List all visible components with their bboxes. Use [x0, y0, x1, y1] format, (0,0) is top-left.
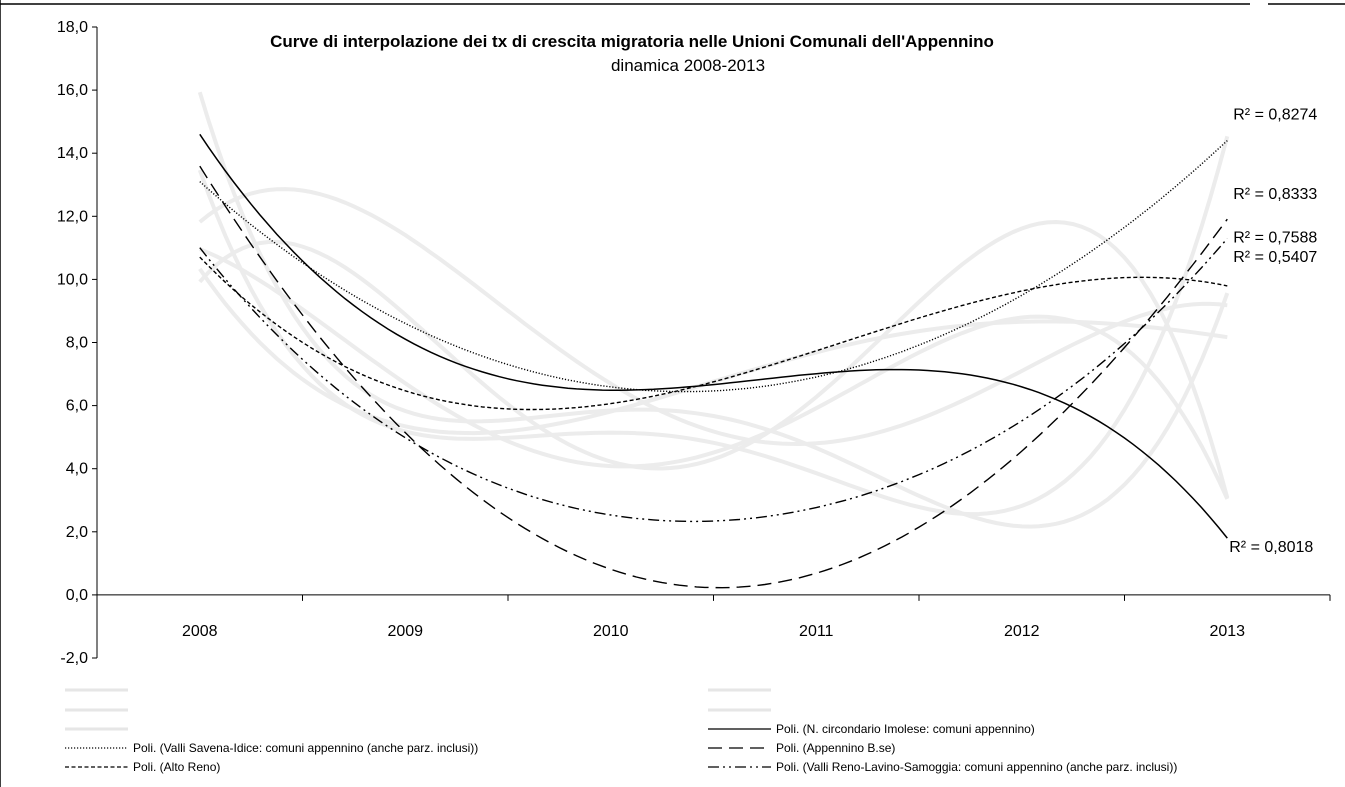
chart-title: Curve di interpolazione dei tx di cresci…: [270, 32, 994, 51]
r2-label-1: R² = 0,8274: [1233, 107, 1317, 124]
background-curve-2: [198, 219, 1230, 499]
y-tick-label: -2,0: [60, 650, 88, 667]
background-curve-1: [198, 187, 1228, 447]
axes: -2,0 0,0 2,0 4,0 6,0 8,0 10,0 12,0 14,0 16,0 18,0 2…: [57, 19, 1331, 667]
r2-label-0: R² = 0,8018: [1229, 539, 1313, 556]
series-lines: [199, 133, 1228, 589]
background-curve-0: [197, 91, 1230, 529]
r2-labels: R² = 0,8018 R² = 0,8274 R² = 0,8333 R² = 0,…: [1229, 107, 1317, 557]
background-curve-4: [197, 135, 1230, 517]
y-tick-label: 4,0: [66, 461, 88, 478]
y-tick-label: 8,0: [66, 335, 88, 352]
series-line-3: [199, 256, 1228, 411]
y-tick-label: 16,0: [57, 82, 88, 99]
r2-label-2: R² = 0,8333: [1233, 186, 1317, 203]
x-tick-label: 2008: [182, 623, 218, 640]
r2-label-4: R² = 0,7588: [1233, 229, 1317, 246]
y-tick-label: 2,0: [66, 524, 88, 541]
x-tick-label: 2009: [387, 623, 423, 640]
series-line-4: [199, 238, 1228, 523]
y-tick-label: 18,0: [57, 19, 88, 36]
x-tick-label: 2011: [799, 623, 834, 640]
y-tick-label: 0,0: [66, 587, 88, 604]
legend-faint-markers: [65, 688, 771, 731]
y-tick-label: 12,0: [57, 208, 88, 225]
legend-label-2: Poli. (Appennino B.se): [776, 741, 895, 755]
x-tick-label: 2010: [593, 623, 629, 640]
legend-label-0: Poli. (N. circondario Imolese: comuni ap…: [776, 722, 1035, 736]
legend-label-4: Poli. (Valli Reno-Lavino-Samoggia: comun…: [776, 760, 1177, 774]
legend: Poli. (N. circondario Imolese: comuni ap…: [65, 722, 1177, 774]
y-tick-label: 10,0: [57, 271, 88, 288]
legend-label-3: Poli. (Alto Reno): [133, 760, 220, 774]
y-tick-label: 6,0: [66, 398, 88, 415]
series-line-2: [199, 165, 1228, 589]
r2-label-3: R² = 0,5407: [1233, 249, 1317, 266]
x-tick-label: 2013: [1209, 623, 1245, 640]
background-curves: [197, 91, 1230, 529]
chart-subtitle: dinamica 2008-2013: [611, 56, 765, 75]
series-line-0: [199, 133, 1228, 539]
background-curve-3: [199, 247, 1230, 500]
y-tick-label: 14,0: [57, 145, 88, 162]
x-tick-label: 2012: [1004, 623, 1040, 640]
legend-label-1: Poli. (Valli Savena-Idice: comuni appenn…: [133, 741, 478, 755]
